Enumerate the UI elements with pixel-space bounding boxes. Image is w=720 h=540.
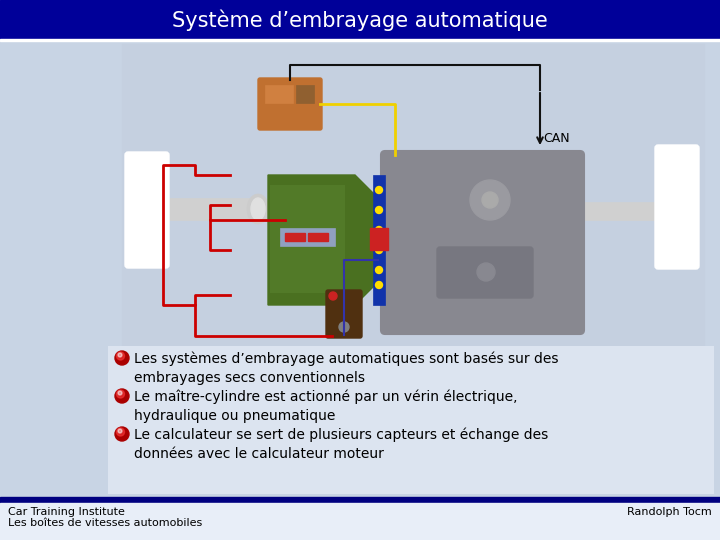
Bar: [0, 0, 720, 40]
Bar: [0, 503, 720, 540]
Circle shape: [117, 390, 125, 398]
Bar: [0, 39, 720, 41]
Bar: [370, 228, 388, 250]
Text: Randolph Tocm: Randolph Tocm: [627, 507, 712, 517]
Circle shape: [115, 389, 129, 403]
Circle shape: [477, 263, 495, 281]
Bar: [373, 175, 385, 305]
Circle shape: [376, 186, 382, 193]
Ellipse shape: [251, 198, 265, 220]
Circle shape: [118, 353, 122, 357]
Bar: [165, 198, 260, 220]
Bar: [122, 44, 704, 346]
Circle shape: [482, 192, 498, 208]
Text: Les boîtes de vitesses automobiles: Les boîtes de vitesses automobiles: [8, 518, 202, 528]
Circle shape: [117, 428, 125, 436]
Circle shape: [470, 180, 510, 220]
Circle shape: [115, 351, 129, 365]
Bar: [308, 233, 328, 241]
Circle shape: [376, 246, 382, 253]
Bar: [285, 233, 305, 241]
FancyBboxPatch shape: [381, 151, 584, 334]
Text: Les systèmes d’embrayage automatiques sont basés sur des
embrayages secs convent: Les systèmes d’embrayage automatiques so…: [134, 352, 559, 386]
Circle shape: [118, 391, 122, 395]
Bar: [0, 497, 720, 503]
Bar: [265, 85, 293, 103]
Circle shape: [376, 226, 382, 233]
Circle shape: [339, 322, 349, 332]
Bar: [296, 85, 314, 103]
Text: CAN: CAN: [543, 132, 570, 145]
Ellipse shape: [247, 194, 269, 224]
FancyBboxPatch shape: [326, 290, 362, 338]
Bar: [270, 185, 345, 293]
Circle shape: [376, 281, 382, 288]
Bar: [280, 228, 335, 246]
Text: Système d’embrayage automatique: Système d’embrayage automatique: [172, 9, 548, 31]
Circle shape: [376, 206, 382, 213]
Circle shape: [117, 352, 125, 360]
Circle shape: [376, 267, 382, 273]
Circle shape: [329, 292, 337, 300]
Text: Car Training Institute: Car Training Institute: [8, 507, 125, 517]
FancyBboxPatch shape: [125, 152, 169, 268]
FancyBboxPatch shape: [437, 247, 533, 298]
Bar: [108, 346, 714, 494]
FancyBboxPatch shape: [258, 78, 322, 130]
Circle shape: [115, 427, 129, 441]
FancyBboxPatch shape: [655, 145, 699, 269]
Circle shape: [118, 429, 122, 433]
Text: Le calculateur se sert de plusieurs capteurs et échange des
données avec le calc: Le calculateur se sert de plusieurs capt…: [134, 428, 548, 462]
Bar: [568, 202, 663, 220]
Text: Le maître-cylindre est actionné par un vérin électrique,
hydraulique ou pneumati: Le maître-cylindre est actionné par un v…: [134, 390, 518, 423]
Polygon shape: [268, 175, 375, 305]
Ellipse shape: [557, 196, 579, 226]
